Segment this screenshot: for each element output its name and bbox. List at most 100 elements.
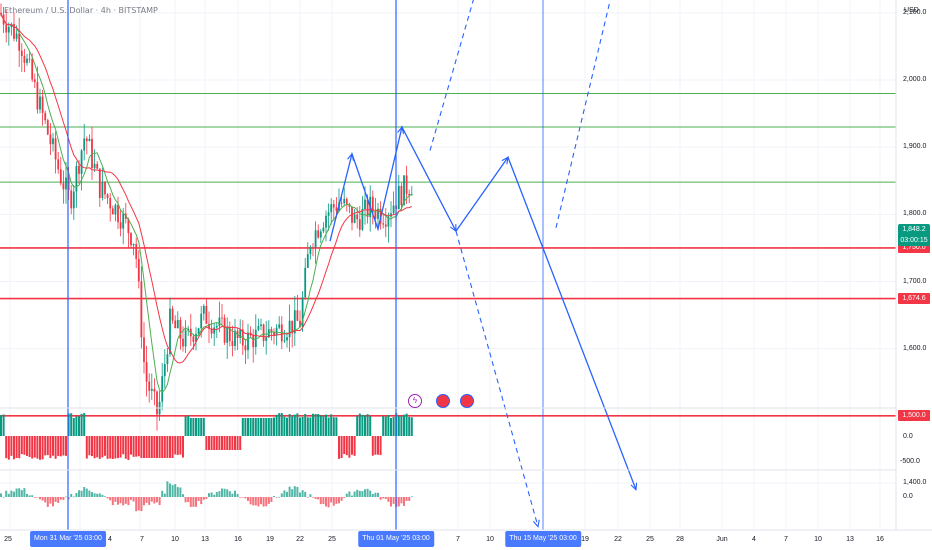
macd-bar: [244, 497, 247, 499]
oscillator-bar: [197, 418, 200, 436]
candle-body: [247, 332, 249, 351]
oscillator-bar: [111, 436, 114, 460]
candle-body: [10, 23, 13, 28]
oscillator-bar: [291, 416, 294, 436]
oscillator-bar: [275, 414, 278, 436]
oscillator-bar: [140, 436, 143, 458]
macd-bar: [405, 497, 408, 501]
oscillator-bar: [249, 418, 252, 436]
oscillator-bar: [184, 416, 187, 436]
candle-body: [119, 222, 122, 229]
flash-event-icon[interactable]: ϟ: [408, 394, 422, 408]
horizontal-levels[interactable]: [0, 0, 896, 417]
time-marker-badge[interactable]: Mon 31 Mar '25 03:00: [30, 531, 106, 547]
candle-body: [187, 328, 190, 331]
oscillator-bar: [109, 436, 112, 459]
candle-body: [62, 183, 65, 190]
macd-bar: [228, 491, 231, 497]
macd-bar: [366, 488, 369, 497]
macd-bar: [384, 497, 387, 499]
macd-bar: [351, 495, 353, 497]
candle-body: [57, 159, 60, 170]
oscillator-bar: [254, 418, 257, 436]
macd-bar: [28, 495, 31, 497]
oscillator-bar: [231, 436, 234, 450]
oscillator-bar: [59, 436, 62, 457]
candle-body: [340, 202, 343, 204]
time-tick: 7: [784, 536, 788, 543]
time-tick: 19: [266, 536, 274, 543]
oscillator-bar: [410, 417, 413, 436]
macd-bar: [286, 491, 288, 497]
candle-body: [28, 58, 31, 60]
macd-bar: [314, 497, 317, 499]
oscillator-bar: [130, 436, 132, 455]
candle-body: [312, 247, 314, 249]
macd-bar: [197, 497, 200, 501]
down-projection-line[interactable]: [455, 230, 539, 527]
macd-bar: [325, 497, 327, 507]
time-tick: 10: [171, 536, 179, 543]
candle-body: [46, 120, 49, 135]
oscillator-bar: [338, 436, 340, 459]
macd-bar: [403, 497, 405, 506]
candle-body: [39, 96, 41, 110]
candle-body: [5, 24, 8, 33]
oscillator-bar: [335, 417, 338, 436]
candle-body: [104, 181, 106, 195]
oscillator-bar: [397, 416, 400, 436]
macd-bar: [182, 494, 184, 497]
candle-body: [148, 381, 151, 391]
oscillator-bar: [273, 417, 275, 436]
countdown-value: 03:00:15: [900, 237, 928, 244]
oscillator-bar: [358, 413, 361, 436]
oscillator-bar: [288, 414, 291, 436]
macd-bar: [202, 497, 205, 500]
oscillator-bar: [226, 436, 229, 450]
macd-bar: [174, 484, 177, 497]
macd-bar: [215, 492, 218, 497]
us-flag-icon[interactable]: [460, 394, 474, 408]
candle-body: [78, 165, 80, 174]
time-tick: 16: [876, 536, 884, 543]
time-marker-badge[interactable]: Thu 15 May '25 03:00: [505, 531, 581, 547]
symbol-title[interactable]: Ethereum / U.S. Dollar · 4h · BITSTAMP: [4, 6, 158, 15]
macd-bar: [10, 490, 13, 497]
macd-bar: [338, 497, 340, 504]
macd-bar: [273, 496, 275, 497]
candle-body: [33, 79, 36, 83]
candle-body: [397, 185, 400, 210]
macd-bar: [0, 493, 2, 497]
macd-bar: [96, 493, 99, 497]
oscillator-bar: [2, 414, 5, 436]
oscillator-bar: [241, 418, 244, 436]
macd-bar: [78, 490, 80, 497]
oscillator-bar: [114, 436, 117, 459]
candle-body: [114, 204, 117, 215]
macd-bar: [234, 490, 236, 497]
oscillator-bar: [137, 436, 140, 457]
candle-body: [306, 254, 309, 268]
macd-bar: [369, 490, 372, 497]
currency-label[interactable]: USD: [904, 7, 919, 14]
oscillator-bar: [218, 436, 221, 450]
second-up-projection-line[interactable]: [555, 0, 652, 228]
us-flag-icon[interactable]: [436, 394, 450, 408]
macd-bar: [132, 497, 135, 502]
oscillator-bar: [309, 417, 312, 436]
candle-body: [15, 33, 18, 39]
candle-body: [304, 267, 307, 298]
candle-body: [130, 233, 132, 246]
osc-lower-zero: 0.0: [903, 493, 913, 500]
vertical-markers[interactable]: [67, 0, 544, 530]
macd-bar: [377, 492, 379, 497]
macd-bar: [179, 487, 182, 497]
macd-bar: [353, 491, 356, 497]
oscillator-bar: [117, 436, 119, 459]
macd-bar: [306, 497, 309, 498]
projection-drawings[interactable]: [329, 0, 654, 528]
macd-bar: [330, 497, 333, 503]
time-marker-badge[interactable]: Thu 01 May '25 03:00: [358, 531, 434, 547]
time-tick: 4: [752, 536, 756, 543]
